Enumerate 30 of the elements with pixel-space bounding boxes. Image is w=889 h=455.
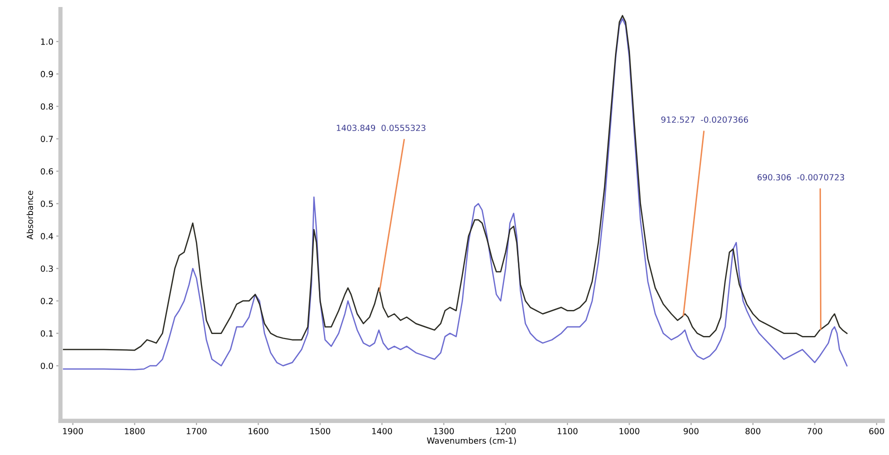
x-tick-label: 1900 bbox=[63, 428, 83, 434]
y-tick-label: 0.5 bbox=[40, 200, 53, 207]
y-axis-title: Absorbance bbox=[26, 190, 34, 240]
x-tick-label: 1100 bbox=[558, 428, 578, 434]
x-tick-label: 700 bbox=[807, 428, 822, 434]
annotation: 912.527 -0.0207366 bbox=[661, 116, 748, 123]
x-axis-title: Wavenumbers (cm-1) bbox=[426, 437, 516, 445]
y-tick-label: 0.2 bbox=[40, 298, 53, 304]
y-tick-label: 0.4 bbox=[40, 233, 54, 240]
x-tick-label: 1500 bbox=[310, 428, 330, 434]
y-tick-label: 0.0 bbox=[40, 362, 53, 370]
y-tick-label: 0.3 bbox=[40, 265, 53, 272]
x-tick-label: 900 bbox=[684, 428, 699, 434]
annotation: 1403.849 0.0555323 bbox=[336, 124, 426, 132]
y-tick-label: 0.6 bbox=[40, 168, 53, 174]
y-tick-label: 0.9 bbox=[40, 70, 53, 78]
x-tick-label: 1400 bbox=[372, 428, 392, 434]
x-tick-label: 1700 bbox=[186, 428, 207, 434]
x-tick-label: 1300 bbox=[434, 428, 454, 434]
annotation: 690.306 -0.0070723 bbox=[758, 174, 844, 180]
x-tick-label: 800 bbox=[746, 428, 760, 434]
x-tick-label: 1200 bbox=[496, 428, 516, 434]
y-tick-label: 0.8 bbox=[40, 103, 53, 110]
x-tick-label: 600 bbox=[869, 428, 884, 434]
y-tick-label: 1.0 bbox=[41, 38, 53, 45]
x-tick-label: 1800 bbox=[124, 428, 145, 434]
x-tick-label: 1000 bbox=[620, 428, 640, 434]
y-tick-label: 0.1 bbox=[40, 330, 53, 337]
y-tick-label: 0.7 bbox=[40, 136, 53, 142]
x-tick-label: 1600 bbox=[248, 428, 268, 434]
